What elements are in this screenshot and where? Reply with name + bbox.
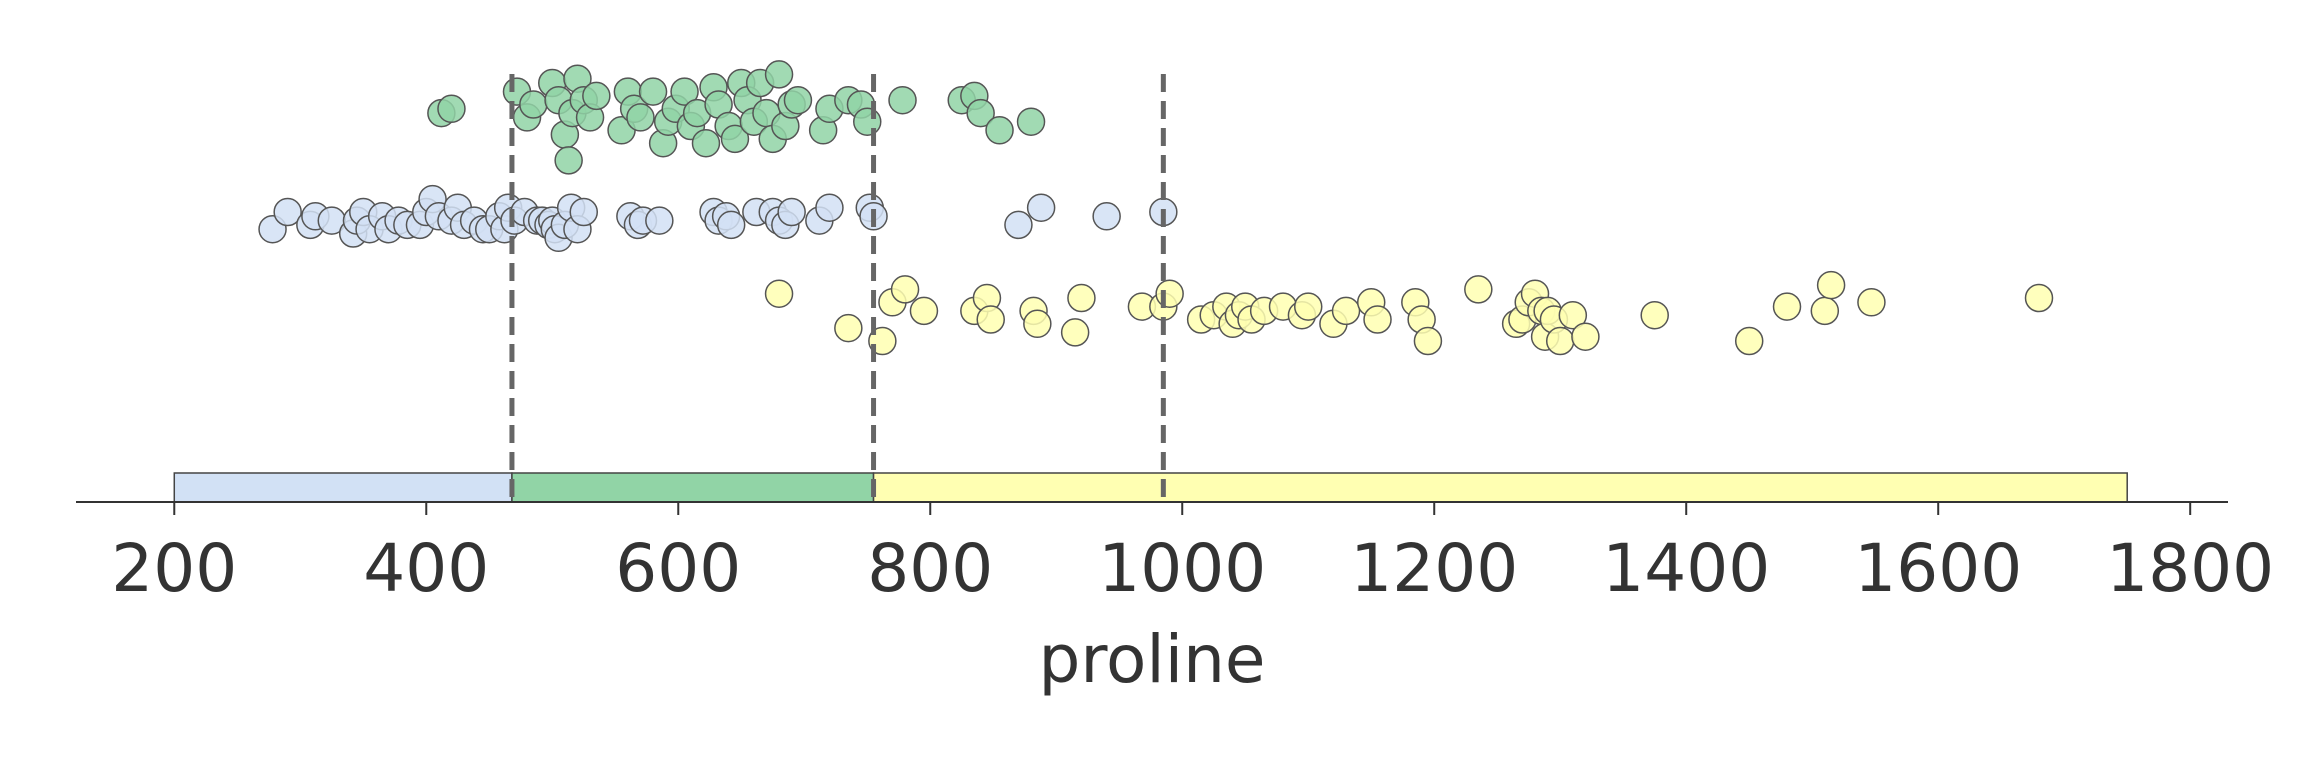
x-tick-label: 1000 [1098,530,1266,607]
data-point [1810,296,1840,326]
data-point [783,85,813,115]
data-point [716,210,746,240]
data-point [1816,270,1846,300]
data-point [437,94,466,124]
data-point [1026,193,1056,222]
data-point [853,107,882,136]
x-tick-label: 800 [867,530,993,607]
data-point [890,275,920,304]
class-band-1 [173,472,513,503]
data-point [1023,309,1052,339]
data-point [1772,292,1802,321]
data-point [976,305,1005,334]
data-point [1004,210,1033,240]
data-point [554,146,583,175]
data-point [815,193,844,222]
data-point [626,103,655,132]
data-point [834,313,863,343]
x-tick-label: 600 [615,530,741,607]
data-point [1067,283,1096,313]
data-point [985,116,1014,145]
data-point [569,197,599,227]
data-point [1293,292,1323,321]
data-point [888,85,917,115]
data-point [1545,326,1575,356]
data-point [1363,305,1392,334]
data-point [670,77,699,106]
class-band-2 [511,472,875,503]
data-point [1155,279,1184,308]
data-points [258,60,2054,356]
data-point [645,206,674,235]
data-point [764,279,794,308]
x-axis-ticks: 200 400 600 800 1000 1200 1400 1600 1800 [111,502,2274,607]
data-point [1016,107,1046,136]
data-point [1857,288,1886,317]
x-tick-label: 400 [363,530,489,607]
data-point [519,90,548,119]
x-tick-label: 200 [111,530,237,607]
data-point [582,81,611,111]
data-point [1331,296,1361,326]
data-point [966,98,995,128]
data-point [1413,326,1443,356]
data-point [273,197,302,227]
class-band-3 [872,472,2128,503]
data-point [764,60,794,89]
data-point [1060,318,1090,347]
x-tick-label: 1800 [2106,530,2274,607]
data-point [1464,275,1493,304]
data-point [777,197,806,227]
x-axis-title: proline [1038,621,1265,698]
data-point [1571,322,1600,351]
data-point [1092,202,1121,231]
data-point [638,77,668,106]
data-point [1640,300,1669,330]
x-tick-label: 1200 [1350,530,1518,607]
split-lines [509,74,1166,502]
data-point [1734,326,1764,356]
class-bands [173,472,2128,503]
data-point [1558,300,1588,330]
x-tick-label: 1400 [1602,530,1770,607]
data-point [691,128,721,158]
data-point [2024,283,2054,313]
data-point [720,124,750,154]
data-point [909,296,939,326]
x-tick-label: 1600 [1854,530,2022,607]
